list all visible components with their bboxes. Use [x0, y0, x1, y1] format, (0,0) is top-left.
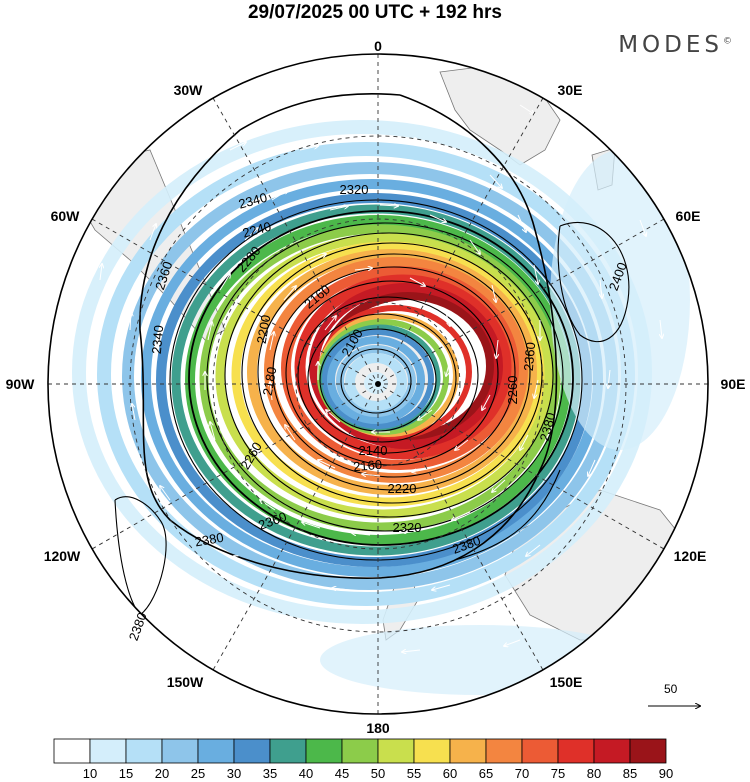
- contour-label: 2220: [388, 481, 417, 496]
- colorbar-tick-label: 65: [479, 766, 493, 781]
- colorbar-tick-label: 70: [515, 766, 529, 781]
- map-title: 29/07/2025 00 UTC + 192 hrs: [247, 2, 503, 23]
- colorbar-tick-label: 15: [119, 766, 133, 781]
- contour-label: 2200: [254, 314, 274, 345]
- contour-labels: 2100214021602160218022002220224022602260…: [126, 182, 630, 643]
- colorbar-tick-label: 45: [335, 766, 349, 781]
- copyright-mark: ©: [723, 36, 732, 47]
- brand-name: MODES: [618, 32, 723, 58]
- colorbar-swatch: [269, 738, 307, 764]
- colorbar-tick-label: 25: [191, 766, 205, 781]
- longitude-label-120w: 120W: [44, 548, 81, 564]
- longitude-label-90w: 90W: [6, 376, 36, 392]
- contour-label: 2240: [241, 219, 273, 241]
- longitude-label-30e: 30E: [558, 82, 583, 98]
- contour-label: 2140: [359, 443, 388, 458]
- colorbar-swatch: [413, 738, 451, 764]
- longitude-labels: 0 30E 60E 90E 120E 150E 180 150W 120W 90W 60W 30W: [6, 38, 746, 736]
- colorbar-swatch: [197, 738, 235, 764]
- contour-label: 2340: [237, 190, 269, 212]
- colorbar-tick-label: 35: [263, 766, 277, 781]
- colorbar-swatch: [233, 738, 271, 764]
- colorbar-tick-label: 30: [227, 766, 241, 781]
- colorbar-swatch: [53, 738, 91, 764]
- colorbar-swatch: [89, 738, 127, 764]
- colorbar-swatch: [449, 738, 487, 764]
- colorbar-tick-label: 50: [371, 766, 385, 781]
- colorbar-tick-label: 10: [83, 766, 97, 781]
- wind-vectors: [100, 104, 662, 652]
- longitude-label-120e: 120E: [674, 548, 707, 564]
- longitude-label-30w: 30W: [174, 82, 204, 98]
- contour-label: 2360: [521, 342, 538, 372]
- brand-logo: MODES©: [618, 32, 732, 58]
- longitude-label-150e: 150E: [550, 674, 583, 690]
- contour-label: 2160: [353, 457, 383, 474]
- contour-label: 2380: [194, 530, 225, 550]
- reference-vector-label: 50: [664, 682, 678, 696]
- colorbar-swatch: [593, 738, 631, 764]
- colorbar-tick-label: 85: [623, 766, 637, 781]
- colorbar-swatch: [125, 738, 163, 764]
- contour-label: 2320: [340, 182, 369, 197]
- map-border: [47, 53, 709, 715]
- contour-label: 2380: [126, 610, 150, 642]
- colorbar-swatch: [377, 738, 415, 764]
- colorbar-swatch: [161, 738, 199, 764]
- colorbar-swatch: [629, 738, 667, 764]
- colorbar-tick-label: 90: [659, 766, 673, 781]
- contour-label: 2320: [393, 520, 422, 535]
- colorbar-swatch: [485, 738, 523, 764]
- colorbar-tick-label: 20: [155, 766, 169, 781]
- longitude-label-90e: 90E: [721, 376, 746, 392]
- longitude-label-150w: 150W: [167, 674, 204, 690]
- pole-marker: [375, 381, 381, 387]
- colorbar-tick-label: 60: [443, 766, 457, 781]
- longitude-label-60w: 60W: [51, 208, 81, 224]
- contour-label: 2260: [505, 376, 520, 405]
- contour-label: 2380: [537, 411, 559, 443]
- colorbar-swatch: [305, 738, 343, 764]
- colorbar-swatch: [521, 738, 559, 764]
- contour-label: 2340: [149, 325, 166, 355]
- height-contours: [114, 92, 630, 616]
- longitude-label-60e: 60E: [676, 208, 701, 224]
- longitude-label-180: 180: [366, 720, 390, 736]
- colorbar-tick-label: 40: [299, 766, 313, 781]
- colorbar-tick-label: 80: [587, 766, 601, 781]
- longitude-label-0: 0: [374, 38, 382, 54]
- colorbar-tick-label: 55: [407, 766, 421, 781]
- colorbar-swatch: [557, 738, 595, 764]
- contour-label: 2180: [260, 366, 280, 397]
- colorbar-swatch: [341, 738, 379, 764]
- colorbar: 10 15 20 25 30 35 40 45 50 55 60 65 70 75 80 85 90: [53, 738, 673, 781]
- colorbar-tick-label: 75: [551, 766, 565, 781]
